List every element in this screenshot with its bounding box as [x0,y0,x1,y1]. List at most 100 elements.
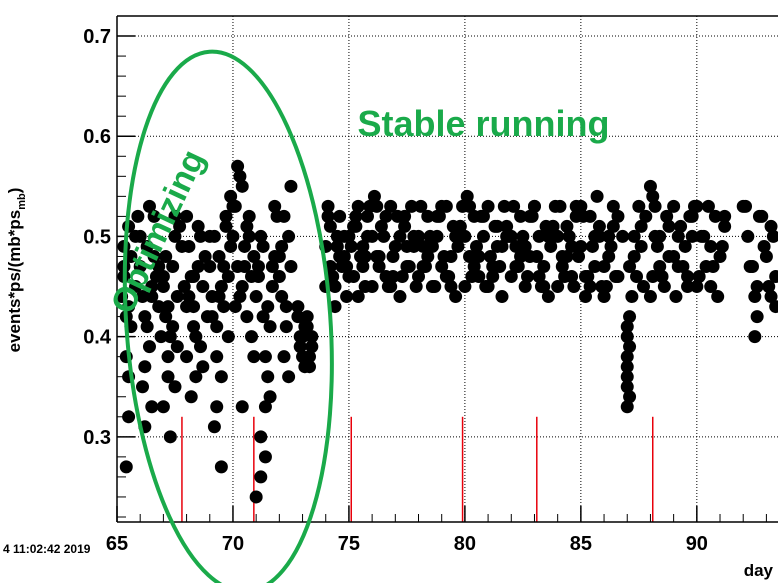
data-point [623,259,637,273]
data-point [460,189,474,203]
data-point [592,219,606,233]
data-point [741,229,755,243]
data-point [655,270,669,284]
data-point [182,239,196,253]
data-point [532,229,546,243]
data-point [133,259,147,273]
data-point [597,259,611,273]
data-point [196,360,210,374]
data-point [428,280,442,294]
data-point [356,239,370,253]
data-point [616,229,630,243]
data-point [214,460,228,474]
data-point [476,229,490,243]
data-point [643,290,657,304]
annotation-text: Stable running [357,103,609,144]
data-point [140,239,154,253]
data-point [277,350,291,364]
data-point [414,199,428,213]
data-point [156,280,170,294]
data-point [430,209,444,223]
data-point [138,360,152,374]
data-point [356,259,370,273]
data-point [258,350,272,364]
data-point [282,229,296,243]
data-point [207,420,221,434]
data-point [370,199,384,213]
data-point [620,320,634,334]
data-point [249,490,263,504]
data-point [161,370,175,384]
data-point [203,259,217,273]
data-point [258,450,272,464]
data-point [623,340,637,354]
data-point [544,239,558,253]
x-tick-label: 65 [106,533,128,555]
data-point [351,199,365,213]
data-point [423,229,437,243]
data-point [156,400,170,414]
data-point [210,350,224,364]
data-point [588,259,602,273]
data-point [152,300,166,314]
data-point [340,290,354,304]
data-point [391,209,405,223]
data-point [279,320,293,334]
data-point [748,330,762,344]
data-point [284,179,298,193]
data-point [639,209,653,223]
data-point [683,209,697,223]
data-point [759,249,773,263]
data-point [282,370,296,384]
data-point [604,239,618,253]
data-point [145,400,159,414]
data-point [293,330,307,344]
data-point [265,280,279,294]
data-point [272,270,286,284]
data-point [578,270,592,284]
data-point [752,209,766,223]
data-point [497,199,511,213]
marker-lines [181,416,654,522]
data-point [386,249,400,263]
data-point [275,290,289,304]
data-point [463,249,477,263]
data-point [328,280,342,294]
data-point [180,350,194,364]
data-point [210,400,224,414]
data-point [330,239,344,253]
data-point [254,430,268,444]
data-point [648,199,662,213]
data-point [131,209,145,223]
data-point [193,340,207,354]
data-point [256,310,270,324]
data-point [444,280,458,294]
data-point [372,259,386,273]
data-point [476,209,490,223]
data-point [159,310,173,324]
data-point [379,209,393,223]
data-point [198,249,212,263]
data-point [187,270,201,284]
data-point [159,249,173,263]
tick-labels: 65 70 75 80 85 90 0.3 0.4 0.5 0.6 0.7 [83,26,708,555]
data-point [439,270,453,284]
data-point [405,199,419,213]
data-point [177,280,191,294]
data-point [495,239,509,253]
data-point [277,209,291,223]
data-point [718,219,732,233]
data-point [769,270,778,284]
data-point [667,249,681,263]
data-point [228,300,242,314]
data-point [463,199,477,213]
data-point [163,430,177,444]
data-point [458,280,472,294]
data-point [245,330,259,344]
data-point [140,320,154,334]
data-point [667,199,681,213]
data-point [574,199,588,213]
data-point [166,259,180,273]
data-point [704,280,718,294]
